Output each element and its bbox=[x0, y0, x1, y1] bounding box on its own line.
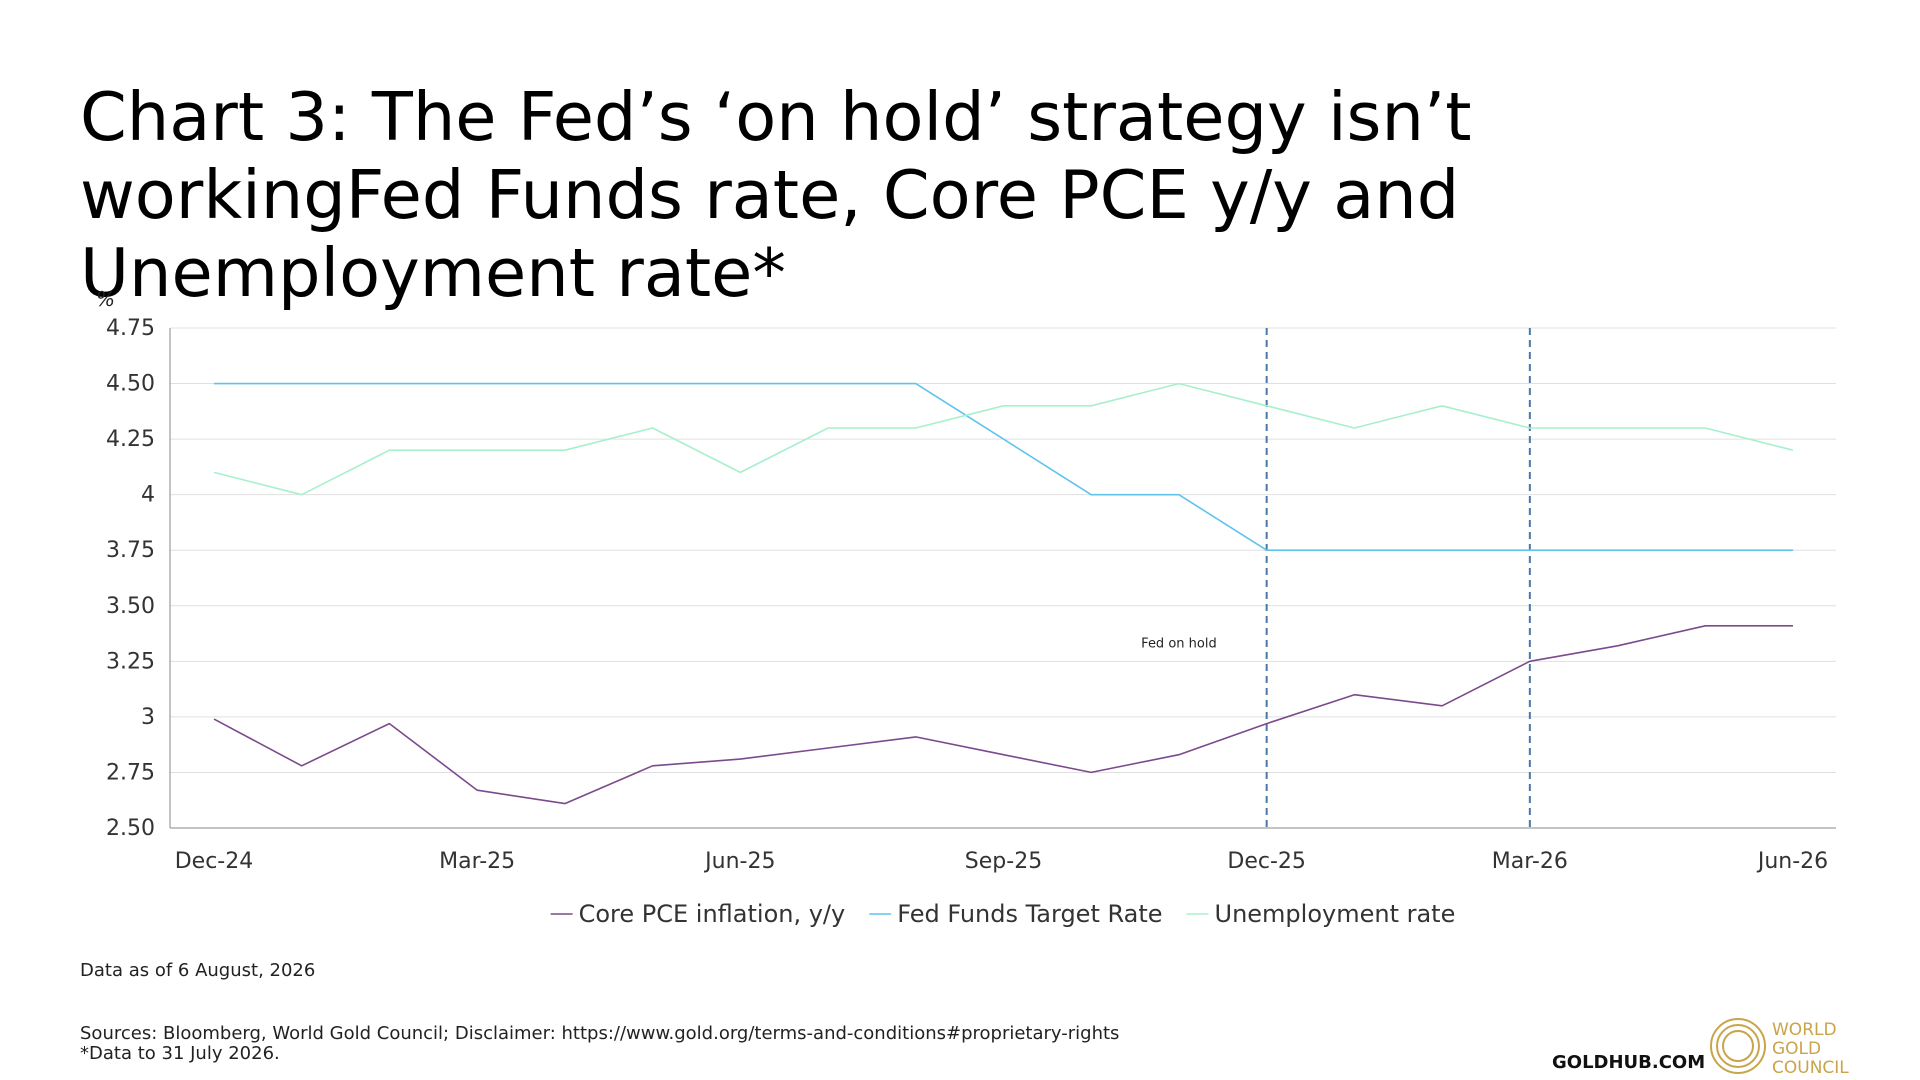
y-tick-label: 4 bbox=[141, 483, 155, 508]
vertical-markers bbox=[1265, 328, 1531, 828]
footnote-text: *Data to 31 July 2026. bbox=[80, 1043, 280, 1064]
y-tick-label: 3 bbox=[141, 705, 155, 730]
y-tick-label: 2.75 bbox=[106, 760, 155, 785]
legend: Core PCE inflation, y/y Fed Funds Target … bbox=[550, 900, 1456, 928]
axes bbox=[169, 328, 1836, 829]
legend-item: Core PCE inflation, y/y bbox=[550, 900, 846, 928]
gridlines bbox=[170, 327, 1836, 829]
y-tick-label: 4.75 bbox=[106, 316, 155, 341]
legend-label: Fed Funds Target Rate bbox=[897, 900, 1162, 928]
logo-word-1: WORLD bbox=[1772, 1020, 1837, 1040]
legend-label: Core PCE inflation, y/y bbox=[579, 900, 846, 928]
y-tick-label: 4.25 bbox=[106, 427, 155, 452]
legend-label: Unemployment rate bbox=[1215, 900, 1456, 928]
y-tick-label: 2.50 bbox=[106, 816, 155, 841]
sources-note: Sources: Bloomberg, World Gold Council; … bbox=[80, 1024, 1119, 1064]
y-tick-label: 4.50 bbox=[106, 372, 155, 397]
legend-item: Unemployment rate bbox=[1186, 900, 1456, 928]
sources-text: Sources: Bloomberg, World Gold Council; … bbox=[80, 1023, 1120, 1044]
data-as-of-note: Data as of 6 August, 2026 bbox=[80, 960, 316, 981]
chart-title: Chart 3: The Fed’s ‘on hold’ strategy is… bbox=[80, 78, 1472, 312]
legend-item: Fed Funds Target Rate bbox=[869, 900, 1163, 928]
y-tick-label: 3.50 bbox=[106, 594, 155, 619]
x-tick-label: Sep-25 bbox=[965, 849, 1042, 874]
series-line-core-pce-inflation-y-y bbox=[213, 624, 1793, 805]
y-tick-label: 3.75 bbox=[106, 538, 155, 563]
series-line-unemployment-rate bbox=[213, 382, 1794, 496]
x-tick-label: Mar-25 bbox=[439, 849, 515, 874]
x-tick-label: Dec-25 bbox=[1227, 849, 1306, 874]
series-line-fed-funds-target-rate bbox=[214, 382, 1793, 552]
x-tick-label: Dec-24 bbox=[175, 849, 254, 874]
tick-labels: 2.50 2.75 3 3.25 3.50 3.75 4 4.25 4.50 4.75% Dec-2… bbox=[96, 287, 1828, 874]
annotations: Fed on hold bbox=[1141, 637, 1217, 652]
goldhub-link[interactable]: GOLDHUB.COM bbox=[1552, 1052, 1706, 1073]
y-tick-label: 3.25 bbox=[106, 649, 155, 674]
logo-rings-icon bbox=[1710, 1018, 1766, 1074]
x-tick-label: Jun-25 bbox=[703, 849, 775, 874]
logo-word-3: COUNCIL bbox=[1772, 1058, 1849, 1076]
logo-word-2: GOLD bbox=[1772, 1039, 1821, 1059]
line-chart: 2.50 2.75 3 3.25 3.50 3.75 4 4.25 4.50 4.75% Dec-2… bbox=[96, 287, 1836, 928]
series-lines bbox=[213, 382, 1794, 805]
world-gold-council-logo: WORLD GOLD COUNCIL bbox=[1710, 1018, 1849, 1076]
x-tick-label: Mar-26 bbox=[1492, 849, 1568, 874]
annotation-fed-on-hold: Fed on hold bbox=[1141, 637, 1217, 652]
y-axis-unit-label: % bbox=[96, 287, 115, 311]
x-tick-label: Jun-26 bbox=[1756, 849, 1828, 874]
